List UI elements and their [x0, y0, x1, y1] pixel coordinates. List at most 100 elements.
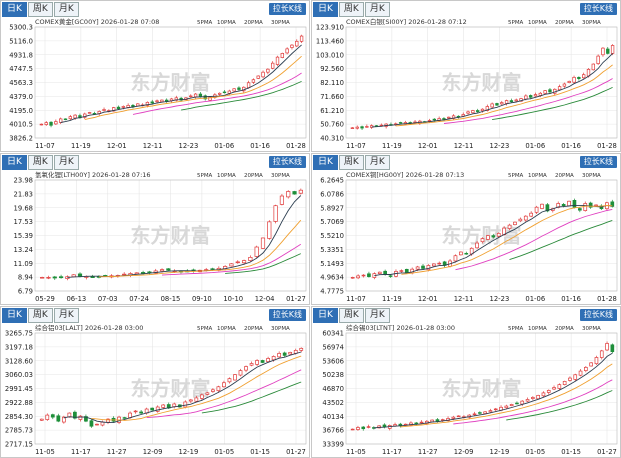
legend-5pma: 5PMA — [197, 326, 213, 332]
candle-body — [267, 221, 272, 239]
x-tick-label: 07-24 — [129, 295, 149, 303]
candle-body — [534, 206, 539, 213]
stretch-kline-button[interactable]: 拉长K线 — [268, 3, 306, 15]
tab-monthly[interactable]: 月K — [364, 2, 390, 17]
tab-monthly[interactable]: 月K — [53, 308, 79, 323]
ma10-line — [395, 64, 613, 127]
stretch-kline-button[interactable]: 拉长K线 — [579, 3, 617, 15]
tab-daily[interactable]: 日K — [2, 2, 27, 17]
candle-body — [73, 114, 77, 119]
x-tick-label: 01-15 — [561, 448, 581, 456]
y-tick-label: 2717.15 — [5, 441, 33, 449]
candle-body — [513, 221, 517, 226]
y-tick-label: 71.660 — [320, 93, 344, 101]
y-tick-label: 36766 — [322, 427, 344, 435]
ma20-line — [146, 369, 302, 419]
candle-body — [295, 40, 299, 47]
x-tick-label: 01-05 — [525, 448, 545, 456]
candle-body — [56, 415, 61, 422]
candle-body — [356, 275, 360, 279]
candle-body — [183, 401, 188, 408]
candle-body — [490, 103, 494, 108]
ma30-line — [225, 253, 301, 274]
y-tick-label: 50.760 — [320, 121, 344, 129]
candle-body — [476, 110, 480, 112]
candle-body — [266, 358, 270, 362]
candle-body — [251, 79, 256, 83]
tab-daily[interactable]: 日K — [313, 155, 338, 170]
candle-body — [525, 399, 530, 402]
x-tick-label: 08-15 — [161, 295, 181, 303]
candle-body — [480, 238, 485, 243]
stretch-kline-button[interactable]: 拉长K线 — [268, 156, 306, 168]
candle-body — [606, 48, 610, 54]
tab-daily[interactable]: 日K — [2, 308, 27, 323]
candle-body — [161, 404, 166, 408]
legend-5pma: 5PMA — [197, 173, 213, 179]
candle-body — [78, 415, 83, 420]
y-tick-label: 40.310 — [320, 135, 344, 143]
x-tick-label: 11-19 — [382, 295, 402, 303]
x-tick-label: 12-23 — [490, 142, 510, 150]
tab-monthly[interactable]: 月K — [53, 2, 79, 17]
tab-daily[interactable]: 日K — [313, 2, 338, 17]
candle-body — [89, 420, 94, 427]
tab-daily[interactable]: 日K — [2, 155, 27, 170]
stretch-kline-button[interactable]: 拉长K线 — [268, 309, 306, 321]
tab-weekly[interactable]: 周K — [27, 2, 53, 17]
legend-20pma: 20PMA — [555, 20, 574, 26]
candle-body — [150, 101, 154, 104]
candle-body — [87, 112, 92, 114]
candle-body — [578, 208, 582, 211]
candle-body — [102, 109, 106, 111]
candle-body — [112, 107, 116, 112]
kline-chart: 综合铝03[LALT] 2026-01-28 03:00 5PMA 10PMA 20P… — [5, 323, 307, 456]
candle-body — [518, 218, 523, 222]
tab-monthly[interactable]: 月K — [364, 155, 390, 170]
tab-daily[interactable]: 日K — [313, 308, 338, 323]
y-tick-label: 4747.5 — [9, 65, 33, 73]
candle-body — [545, 204, 550, 212]
x-tick-label: 11-27 — [418, 448, 438, 456]
x-tick-label: 11-19 — [71, 142, 91, 150]
legend-30pma: 30PMA — [582, 173, 601, 179]
candle-body — [568, 377, 572, 381]
period-tabs: 日K 周K 月K — [2, 155, 80, 170]
chart-header: 综合铝03[LALT] 2026-01-28 03:00 — [35, 323, 143, 332]
candle-body — [260, 360, 265, 363]
candle-body — [610, 45, 615, 54]
candle-body — [273, 205, 278, 222]
candle-body — [591, 63, 595, 71]
tab-weekly[interactable]: 周K — [338, 155, 364, 170]
x-tick-label: 12-23 — [179, 142, 199, 150]
legend-20pma: 20PMA — [244, 326, 263, 332]
candle-body — [126, 104, 130, 108]
candle-body — [271, 356, 276, 361]
y-tick-label: 3265.75 — [5, 330, 33, 338]
candle-body — [288, 352, 293, 355]
candle-body — [280, 53, 284, 58]
chart-header: COMEX铜[HG00Y] 2026-01-28 07:13 — [346, 170, 464, 179]
tab-weekly[interactable]: 周K — [338, 2, 364, 17]
candle-body — [367, 273, 371, 277]
tab-weekly[interactable]: 周K — [338, 308, 364, 323]
stretch-kline-button[interactable]: 拉长K线 — [579, 309, 617, 321]
tab-monthly[interactable]: 月K — [53, 155, 79, 170]
candle-body — [562, 381, 567, 386]
candle-body — [59, 118, 63, 123]
candle-body — [577, 76, 581, 80]
candle-body — [254, 246, 259, 257]
candle-body — [572, 199, 577, 208]
tab-weekly[interactable]: 周K — [27, 155, 53, 170]
tab-weekly[interactable]: 周K — [27, 308, 53, 323]
stretch-kline-button[interactable]: 拉长K线 — [579, 156, 617, 168]
y-tick-label: 2991.45 — [5, 385, 33, 393]
x-tick-label: 01-16 — [561, 295, 581, 303]
period-tabs: 日K 周K 月K — [2, 2, 80, 17]
watermark-logo: 东方财富 — [131, 71, 211, 95]
candle-body — [442, 118, 446, 120]
legend-10pma: 10PMA — [528, 20, 547, 26]
tab-monthly[interactable]: 月K — [364, 308, 390, 323]
candle-body — [77, 273, 83, 277]
candle-body — [50, 414, 55, 418]
